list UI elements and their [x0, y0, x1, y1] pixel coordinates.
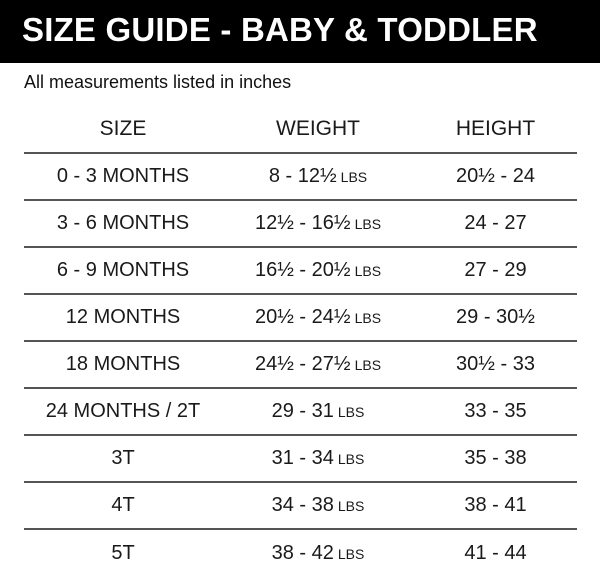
height-value: 35 - 38 [464, 447, 527, 469]
height-value: 30½ - 33 [456, 353, 535, 375]
size-cell: 5T [111, 542, 135, 564]
height-cell: 35 - 38 [414, 447, 577, 470]
weight-value: 16½ - 20½ [254, 259, 351, 281]
height-cell: 30½ - 33 [414, 353, 577, 376]
weight-value: 20½ - 24½ [254, 306, 351, 328]
height-cell: 38 - 41 [414, 494, 577, 517]
weight-unit: LBS [337, 546, 365, 562]
weight-unit: LBS [354, 263, 382, 279]
weight-value: 34 - 38 [271, 494, 334, 516]
weight-cell: 34 - 38 LBS [222, 494, 414, 517]
size-cell: 3 - 6 MONTHS [56, 212, 190, 234]
weight-unit: LBS [354, 216, 382, 232]
size-cell: 12 MONTHS [65, 306, 181, 328]
weight-unit: LBS [337, 404, 365, 420]
table-row: 3 - 6 MONTHS 12½ - 16½ LBS 24 - 27 [24, 201, 577, 248]
weight-value: 29 - 31 [271, 400, 334, 422]
size-cell: 6 - 9 MONTHS [56, 259, 190, 281]
height-cell: 27 - 29 [414, 259, 577, 282]
column-header-height: HEIGHT [455, 117, 536, 140]
column-header-size: SIZE [99, 117, 147, 140]
weight-unit: LBS [340, 169, 368, 185]
title-banner: SIZE GUIDE - BABY & TODDLER [0, 0, 600, 63]
height-cell: 24 - 27 [414, 212, 577, 235]
table-row: 24 MONTHS / 2T 29 - 31 LBS 33 - 35 [24, 389, 577, 436]
weight-cell: 29 - 31 LBS [222, 400, 414, 423]
weight-unit: LBS [354, 310, 382, 326]
height-value: 20½ - 24 [456, 165, 535, 187]
weight-cell: 16½ - 20½ LBS [222, 259, 414, 282]
height-value: 27 - 29 [464, 259, 527, 281]
column-header-weight: WEIGHT [276, 117, 360, 140]
weight-cell: 31 - 34 LBS [222, 447, 414, 470]
weight-unit: LBS [337, 498, 365, 514]
height-value: 24 - 27 [464, 212, 527, 234]
size-cell: 18 MONTHS [65, 353, 181, 375]
weight-cell: 8 - 12½ LBS [222, 165, 414, 188]
weight-unit: LBS [337, 451, 365, 467]
weight-value: 24½ - 27½ [254, 353, 351, 375]
height-cell: 29 - 30½ [414, 306, 577, 329]
height-value: 38 - 41 [464, 494, 527, 516]
table-row: 12 MONTHS 20½ - 24½ LBS 29 - 30½ [24, 295, 577, 342]
measurement-note: All measurements listed in inches [24, 72, 292, 92]
weight-unit: LBS [354, 357, 382, 373]
size-table: SIZE WEIGHT HEIGHT 0 - 3 MONTHS 8 - 12½ LB… [24, 106, 577, 577]
weight-value: 31 - 34 [271, 447, 334, 469]
weight-cell: 38 - 42 LBS [222, 542, 414, 565]
size-cell: 3T [111, 447, 135, 469]
size-cell: 24 MONTHS / 2T [45, 400, 201, 422]
weight-value: 8 - 12½ [268, 165, 337, 187]
page-title: SIZE GUIDE - BABY & TODDLER [22, 11, 538, 48]
weight-cell: 20½ - 24½ LBS [222, 306, 414, 329]
table-row: 3T 31 - 34 LBS 35 - 38 [24, 436, 577, 483]
table-row: 4T 34 - 38 LBS 38 - 41 [24, 483, 577, 530]
height-cell: 20½ - 24 [414, 165, 577, 188]
weight-value: 38 - 42 [271, 542, 334, 564]
height-cell: 41 - 44 [414, 542, 577, 565]
weight-cell: 24½ - 27½ LBS [222, 353, 414, 376]
height-value: 29 - 30½ [456, 306, 535, 328]
table-body: 0 - 3 MONTHS 8 - 12½ LBS 20½ - 24 3 - 6 MONT… [24, 154, 577, 577]
table-row: 6 - 9 MONTHS 16½ - 20½ LBS 27 - 29 [24, 248, 577, 295]
height-value: 33 - 35 [464, 400, 527, 422]
table-row: 5T 38 - 42 LBS 41 - 44 [24, 530, 577, 577]
size-cell: 4T [111, 494, 135, 516]
table-header: SIZE WEIGHT HEIGHT [24, 106, 577, 154]
table-row: 18 MONTHS 24½ - 27½ LBS 30½ - 33 [24, 342, 577, 389]
weight-value: 12½ - 16½ [254, 212, 351, 234]
height-value: 41 - 44 [464, 542, 527, 564]
table-row: 0 - 3 MONTHS 8 - 12½ LBS 20½ - 24 [24, 154, 577, 201]
size-cell: 0 - 3 MONTHS [56, 165, 190, 187]
weight-cell: 12½ - 16½ LBS [222, 212, 414, 235]
height-cell: 33 - 35 [414, 400, 577, 423]
